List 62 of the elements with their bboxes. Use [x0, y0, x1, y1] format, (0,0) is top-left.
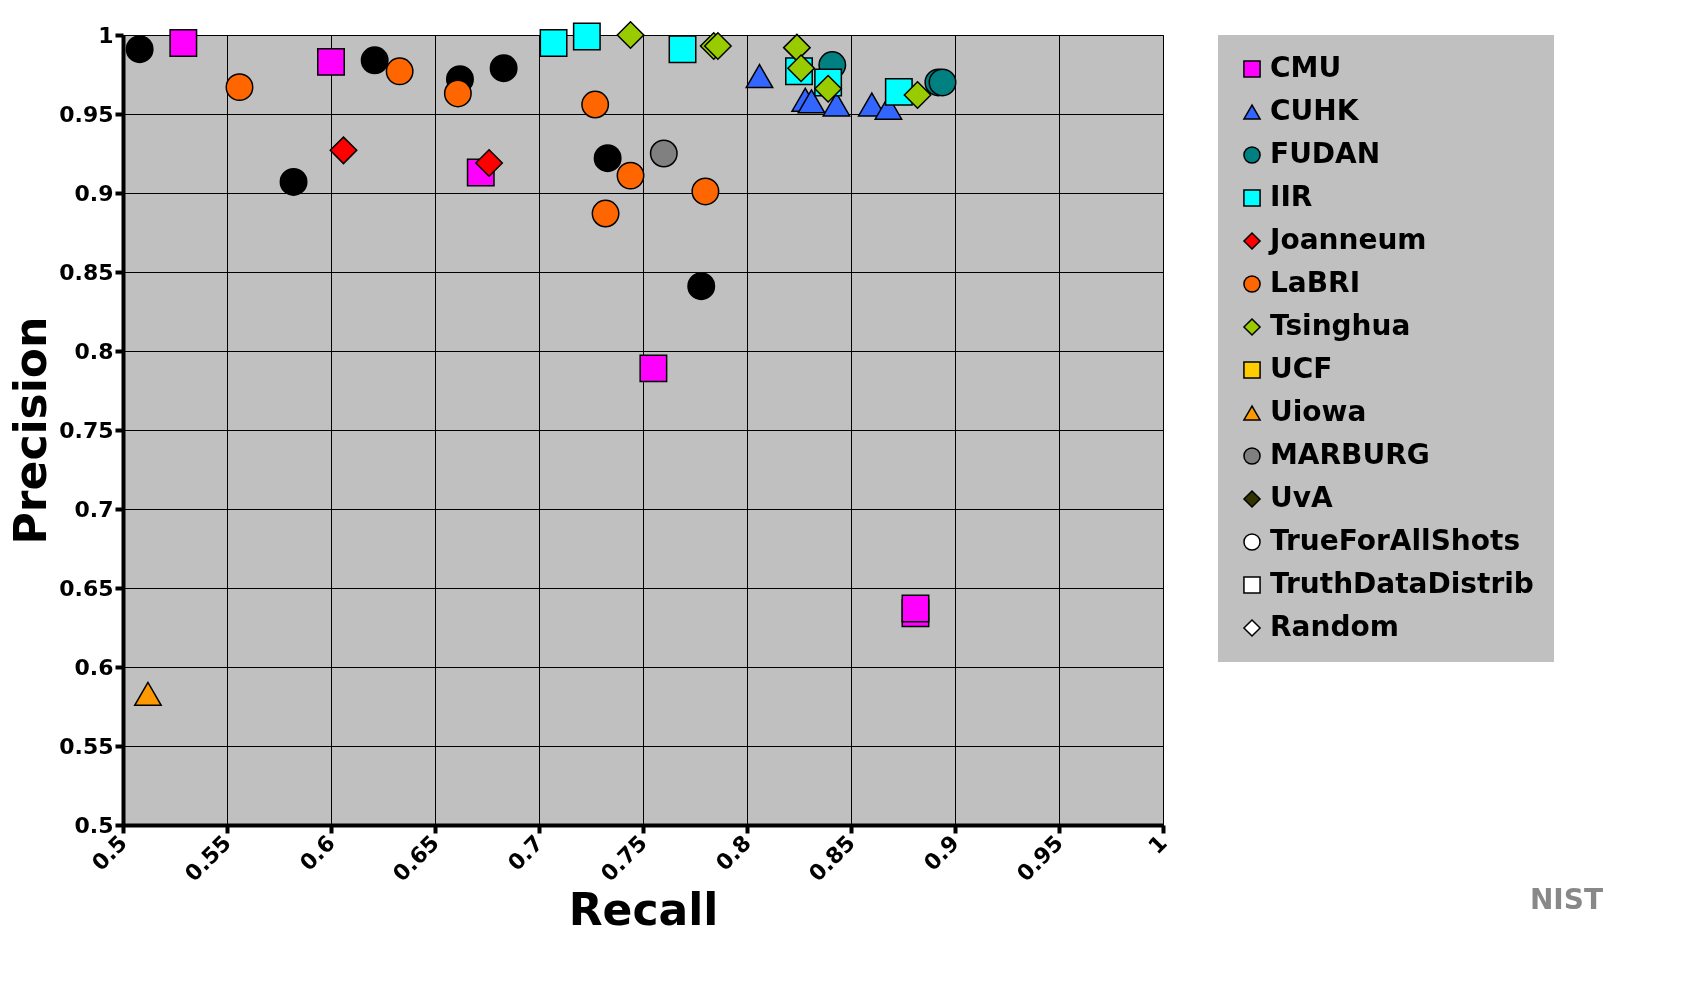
legend-label: Joanneum: [1268, 223, 1427, 256]
y-tick-label: 0.8: [74, 338, 114, 364]
point: [616, 21, 645, 49]
point: [360, 46, 389, 75]
y-tick-label: 0.9: [74, 180, 114, 206]
text: NIST: [1529, 883, 1603, 916]
legend-label: Tsinghua: [1270, 309, 1411, 342]
point: [572, 22, 601, 51]
point: [797, 89, 826, 114]
point: [489, 54, 518, 83]
point: [687, 272, 716, 301]
point: [385, 57, 414, 86]
legend-label: Random: [1270, 610, 1399, 643]
point: [279, 167, 308, 196]
legend-label: FUDAN: [1270, 137, 1381, 170]
y-tick-label: 1: [98, 22, 114, 48]
point: [745, 63, 774, 89]
x-tick-label: 0.8: [710, 830, 756, 876]
point: [169, 28, 198, 57]
point: [443, 79, 472, 108]
x-tick-label: 0.6: [294, 830, 340, 876]
y-tick-label: 0.95: [59, 101, 114, 127]
point: [539, 28, 568, 57]
y-tick-label: 0.6: [74, 654, 114, 680]
point: [814, 74, 843, 103]
point: [616, 161, 645, 190]
point: [125, 35, 154, 64]
legend-label: TrueForAllShots: [1270, 524, 1521, 557]
point: [593, 144, 622, 173]
x-tick-label: 1: [1143, 830, 1172, 859]
legend-label: UCF: [1270, 352, 1333, 385]
point: [901, 594, 930, 623]
legend-label: CUHK: [1270, 94, 1360, 127]
legend-label: UvA: [1270, 481, 1333, 514]
point: [475, 149, 504, 177]
legend-label: TruthDataDistrib: [1270, 567, 1534, 600]
point: [329, 136, 358, 165]
point: [668, 35, 697, 64]
y-tick-label: 0.55: [59, 733, 114, 759]
point: [782, 33, 811, 62]
x-axis-title: Recall: [568, 883, 719, 935]
point: [691, 177, 720, 206]
legend-label: MARBURG: [1270, 438, 1430, 471]
y-tick-label: 0.7: [74, 496, 114, 522]
point: [581, 90, 610, 119]
legend-label: CMU: [1270, 51, 1342, 84]
point: [317, 47, 345, 76]
y-axis-title: Precision: [5, 316, 57, 545]
legend-label: Uiowa: [1270, 395, 1367, 428]
y-tick-label: 0.85: [59, 259, 114, 285]
point: [639, 354, 668, 383]
y-tick-label: 0.75: [59, 417, 114, 443]
x-tick-label: 0.7: [502, 830, 548, 876]
point: [903, 81, 932, 110]
point: [133, 681, 162, 707]
x-tick-label: 0.9: [918, 830, 964, 876]
point: [591, 199, 620, 228]
y-tick-label: 0.65: [59, 575, 114, 601]
point: [649, 139, 678, 168]
legend-label: IIR: [1270, 180, 1313, 213]
legend-label: LaBRI: [1270, 266, 1361, 299]
point: [225, 73, 254, 102]
